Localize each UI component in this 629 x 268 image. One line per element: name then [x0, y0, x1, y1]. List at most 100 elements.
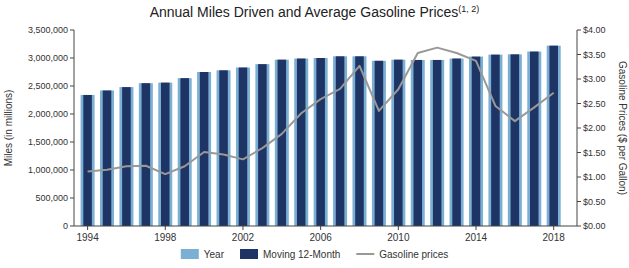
x-axis-line	[74, 226, 577, 227]
y2-tick-label: $3.50	[583, 50, 606, 60]
bar	[549, 46, 558, 226]
y-tick-label: 2,500,000	[28, 81, 68, 91]
x-tick-label: 2010	[387, 232, 410, 243]
bar	[413, 60, 422, 226]
x-tick	[476, 226, 477, 230]
bar	[375, 61, 384, 226]
y-tick-label: 1,500,000	[28, 137, 68, 147]
x-tick	[553, 226, 554, 230]
bar	[83, 95, 92, 226]
y2-tick-label: $4.00	[583, 25, 606, 35]
bar	[122, 87, 131, 226]
y2-tick	[577, 54, 581, 55]
x-tick-label: 2006	[310, 232, 333, 243]
bar	[508, 54, 522, 226]
bar	[430, 60, 444, 226]
bar	[219, 70, 228, 226]
y-tick-label: 0	[63, 221, 68, 231]
bar	[469, 57, 483, 226]
legend-label: Year	[204, 249, 225, 260]
y2-tick-label: $3.00	[583, 74, 606, 84]
legend-label: Gasoline prices	[379, 249, 448, 260]
y2-tick	[577, 226, 581, 227]
legend: Year Moving 12-Month Gasoline prices	[181, 249, 448, 260]
bar	[158, 83, 172, 226]
bar	[491, 55, 500, 226]
bar	[119, 87, 133, 226]
bar	[278, 60, 287, 226]
y-tick	[70, 58, 74, 59]
bar	[161, 83, 170, 226]
x-tick-label: 2014	[465, 232, 488, 243]
bar	[81, 95, 95, 226]
y2-tick-label: $1.50	[583, 148, 606, 158]
bar	[547, 46, 561, 226]
x-tick-label: 1994	[76, 232, 99, 243]
y-tick	[70, 114, 74, 115]
bar	[372, 61, 386, 226]
y2-tick	[577, 201, 581, 202]
x-tick-label: 2002	[232, 232, 255, 243]
bar	[239, 68, 248, 226]
x-tick	[398, 226, 399, 230]
y-tick	[70, 142, 74, 143]
bar	[316, 58, 325, 226]
y2-tick	[577, 30, 581, 31]
y2-tick-label: $0.50	[583, 197, 606, 207]
y2-tick	[577, 103, 581, 104]
title: Annual Miles Driven and Average Gasoline…	[150, 4, 480, 20]
y-tick	[70, 170, 74, 171]
bar	[178, 78, 192, 226]
legend-swatch	[240, 249, 258, 259]
bar	[352, 56, 366, 226]
bar	[530, 52, 539, 226]
x-tick-label: 2018	[543, 232, 566, 243]
bar	[294, 59, 308, 226]
legend-swatch	[356, 253, 374, 255]
bar	[433, 60, 442, 226]
y-tick-label: 3,000,000	[28, 53, 68, 63]
chart: Annual Miles Driven and Average Gasoline…	[0, 0, 629, 268]
bar	[200, 72, 209, 226]
legend-swatch	[181, 249, 199, 259]
line	[88, 48, 554, 174]
y-tick-label: 3,500,000	[28, 25, 68, 35]
bar	[297, 59, 306, 226]
legend-label: Moving 12-Month	[263, 249, 340, 260]
y-tick	[70, 198, 74, 199]
y2-tick-label: $2.00	[583, 123, 606, 133]
bar	[336, 56, 345, 226]
y2-tick	[577, 177, 581, 178]
y-tick	[70, 86, 74, 87]
y-tick-label: 500,000	[35, 193, 68, 203]
y2-tick	[577, 152, 581, 153]
bar	[511, 54, 520, 226]
legend-item: Moving 12-Month	[240, 249, 340, 260]
x-tick	[242, 226, 243, 230]
bar	[100, 90, 114, 226]
title-superscript: (1, 2)	[458, 4, 479, 14]
bar	[142, 83, 151, 226]
bar	[197, 72, 211, 226]
bar	[217, 70, 231, 226]
bar	[355, 56, 364, 226]
y2-tick-label: $1.00	[583, 172, 606, 182]
title-text: Annual Miles Driven and Average Gasoline…	[150, 4, 459, 20]
y-tick-label: 1,000,000	[28, 165, 68, 175]
bar	[236, 68, 250, 226]
background	[0, 0, 629, 268]
bar	[314, 58, 328, 226]
legend-item: Year	[181, 249, 225, 260]
bar	[180, 78, 189, 226]
y-axis-label: Miles (in millions)	[3, 90, 14, 167]
bar	[472, 57, 481, 226]
bar	[103, 90, 112, 226]
x-tick	[165, 226, 166, 230]
legend-item: Gasoline prices	[356, 249, 448, 260]
y2-axis-label: Gasoline Prices ($ per Gallon)	[617, 61, 628, 195]
bar	[139, 83, 153, 226]
bar	[411, 60, 425, 226]
y2-tick	[577, 79, 581, 80]
y-tick	[70, 30, 74, 31]
x-tick-label: 1998	[154, 232, 177, 243]
